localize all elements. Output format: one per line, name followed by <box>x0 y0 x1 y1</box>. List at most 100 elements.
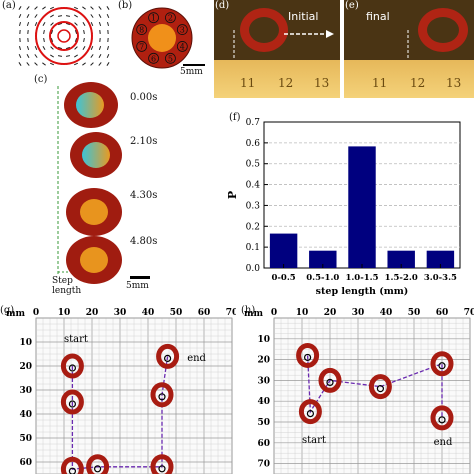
segment-label-3: 3 <box>180 26 185 35</box>
robot-marker <box>60 456 84 474</box>
x-tick-label: 70 <box>226 308 236 318</box>
trajectory-path <box>71 356 169 470</box>
x-tick-label: 40 <box>380 308 393 318</box>
y-tick-label: 30 <box>257 376 270 386</box>
scale-bar-c <box>130 276 150 279</box>
robot-marker <box>150 454 174 474</box>
arrow-d <box>233 30 334 58</box>
start-label: start <box>302 435 326 446</box>
start-label: start <box>64 334 88 345</box>
time-1: 2.10s <box>130 136 158 147</box>
bar-chart: 0.0 0.1 0.2 0.3 0.4 0.5 0.6 0.7 0-0.5 0.5-1.0 1.0-… <box>226 118 461 297</box>
bar-1.5-2.0 <box>387 250 415 268</box>
center-marker <box>68 364 77 372</box>
x-tick-label: 1.5-2.0 <box>385 273 418 283</box>
y-tick-label: 50 <box>19 434 32 444</box>
robot-marker <box>156 343 180 369</box>
time-3: 4.80s <box>130 236 158 247</box>
panel-b-label: (b) <box>118 0 133 11</box>
ruler-d-12: 12 <box>278 76 294 90</box>
y-tick-label: 40 <box>257 397 270 407</box>
trajectory-g: mm 0 10 20 30 40 50 60 70 10 20 30 40 50 60 start end <box>6 308 236 474</box>
panel-d-label: (d) <box>215 0 230 11</box>
ruler-d-11: 11 <box>240 76 256 90</box>
robot-frame-2 <box>70 132 122 178</box>
y-tick-label: 20 <box>257 356 270 366</box>
center-marker <box>438 416 446 424</box>
x-tick-label: 10 <box>296 308 309 318</box>
robot-frame-3 <box>66 188 122 236</box>
x-tick-label: 30 <box>352 308 365 318</box>
y-tick-label: 70 <box>257 460 270 470</box>
photo-d <box>214 0 340 98</box>
y-tick-label: 0.7 <box>246 118 261 128</box>
robot-marker <box>318 367 342 393</box>
y-tick-label: 0.5 <box>246 160 261 170</box>
center-marker <box>164 354 172 363</box>
scale-label-b: 5mm <box>180 67 203 77</box>
time-2: 4.30s <box>130 190 158 201</box>
center-marker <box>438 362 446 370</box>
unit-label: mm <box>6 309 26 319</box>
end-label: end <box>187 353 206 364</box>
segment-label-7: 7 <box>139 42 144 51</box>
x-tick-label: 50 <box>408 308 421 318</box>
center-marker <box>158 465 166 473</box>
step-label-2: length <box>52 286 82 296</box>
center-marker <box>376 385 384 393</box>
segment-label-1: 1 <box>151 14 156 23</box>
label-initial: Initial <box>288 10 319 23</box>
scale-label-c: 5mm <box>126 281 149 291</box>
panel-h-label: (h) <box>241 305 256 316</box>
center-marker <box>93 465 102 473</box>
x-tick-label: 0 <box>271 308 277 318</box>
y-tick-label: 0.6 <box>246 139 261 149</box>
x-tick-label: 60 <box>436 308 449 318</box>
x-tick-label: 50 <box>170 308 183 318</box>
bar-0.5-1.0 <box>309 250 337 268</box>
robot-marker <box>86 454 110 474</box>
y-tick-label: 50 <box>257 418 270 428</box>
ruler-e-12: 12 <box>410 76 426 90</box>
bar-0-0.5 <box>269 233 298 268</box>
x-tick-label: 3.0-3.5 <box>424 273 457 283</box>
center-marker <box>158 393 166 401</box>
y-tick-label: 0.1 <box>246 243 260 253</box>
y-axis-title: P <box>226 191 239 199</box>
robot-marker <box>150 382 174 408</box>
scale-bar-b <box>183 64 205 66</box>
x-tick-label: 20 <box>324 308 337 318</box>
panel-b-ring: 1 23 45 67 8 <box>131 7 193 69</box>
panel-a-label: (a) <box>2 0 16 11</box>
segment-label-4: 4 <box>180 42 185 51</box>
x-tick-label: 0.5-1.0 <box>306 273 339 283</box>
panel-e-label: (e) <box>345 0 359 11</box>
y-tick-label: 0.4 <box>246 181 261 191</box>
robot-marker <box>296 342 320 368</box>
y-tick-label: 10 <box>257 335 270 345</box>
photo-e <box>344 0 474 98</box>
x-tick-label: 0-0.5 <box>271 273 295 283</box>
x-tick-label: 70 <box>464 308 474 318</box>
ruler-e-13: 13 <box>446 76 462 90</box>
bar-3.0-3.5 <box>426 250 455 268</box>
ruler-e-11: 11 <box>372 76 388 90</box>
x-tick-label: 10 <box>58 308 71 318</box>
end-label: end <box>434 437 453 448</box>
y-tick-label: 60 <box>257 439 270 449</box>
y-tick-label: 60 <box>19 458 32 468</box>
y-tick-label: 0.0 <box>246 264 261 274</box>
time-0: 0.00s <box>130 92 158 103</box>
robot-marker <box>430 351 454 377</box>
x-axis-title: step length (mm) <box>316 286 409 297</box>
step-label-1: Step <box>52 276 73 286</box>
x-tick-label: 1.0-1.5 <box>345 273 378 283</box>
robot-marker <box>368 374 392 400</box>
segment-label-5: 5 <box>168 54 173 63</box>
robot-marker <box>298 399 322 425</box>
y-tick-label: 0.2 <box>246 222 260 232</box>
robot-marker <box>430 405 454 431</box>
segment-label-8: 8 <box>139 26 144 35</box>
y-tick-label: 10 <box>19 338 32 348</box>
y-tick-label: 20 <box>19 362 32 372</box>
